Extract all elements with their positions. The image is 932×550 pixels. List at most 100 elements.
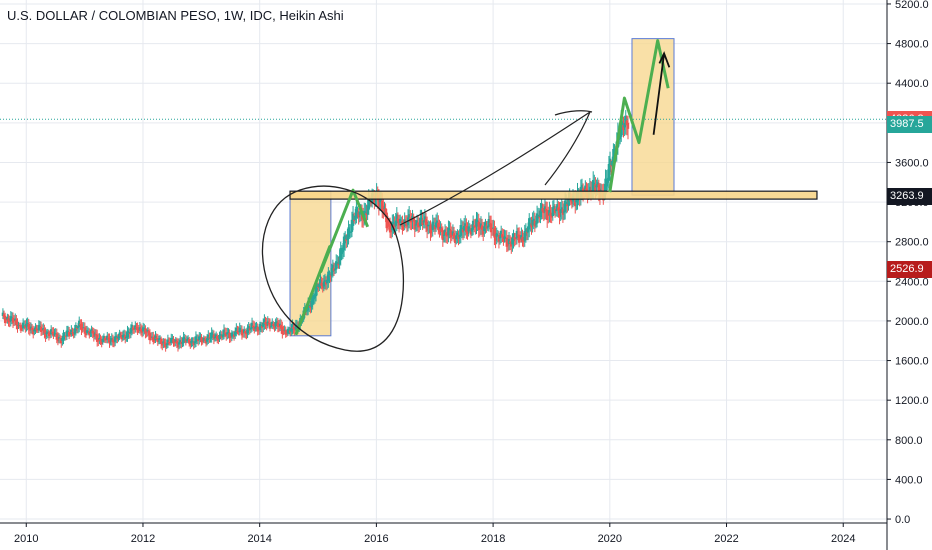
candle-body <box>393 224 396 228</box>
candle-body <box>609 165 613 167</box>
x-tick-label: 2014 <box>247 533 271 545</box>
candle-body <box>525 232 529 234</box>
candle-body <box>281 326 284 335</box>
candle-body <box>412 218 415 222</box>
price-tag-last: 3987.5 <box>887 116 932 134</box>
candle-body <box>608 158 612 173</box>
candle-body <box>312 297 315 300</box>
x-tick-label: 2018 <box>481 533 505 545</box>
candle-body <box>447 228 450 236</box>
candle-body <box>554 210 558 212</box>
y-tick-label: 400.0 <box>895 474 923 486</box>
candle-body <box>125 336 128 338</box>
candle-body <box>292 327 295 329</box>
candle-body <box>519 238 522 240</box>
candle-body <box>333 269 337 271</box>
candle-body <box>148 333 152 341</box>
candle-body <box>112 340 116 343</box>
candle-body <box>317 286 320 288</box>
x-tick-label: 2010 <box>14 533 38 545</box>
candle-body <box>232 334 236 337</box>
candle-body <box>159 338 163 344</box>
candle-body <box>407 214 411 222</box>
candle-body <box>137 329 140 331</box>
candle-body <box>109 340 112 342</box>
y-tick-label: 800.0 <box>895 435 923 447</box>
x-tick-label: 2020 <box>598 533 622 545</box>
y-tick-label: 3600.0 <box>895 157 929 169</box>
candle-body <box>136 327 139 333</box>
candle-body <box>44 331 47 338</box>
candle-body <box>424 219 428 225</box>
candle-body <box>181 342 184 344</box>
candle-body <box>620 120 623 137</box>
candle-body <box>611 161 614 166</box>
candle-body <box>482 227 485 235</box>
trend-zigzag-2015 <box>294 188 370 336</box>
candle-body <box>606 177 609 183</box>
candle-body <box>255 326 258 328</box>
candle-body <box>352 219 356 221</box>
candle-body <box>363 210 366 218</box>
candle-body <box>442 234 446 236</box>
y-tick-label: 4400.0 <box>895 78 929 90</box>
candle-body <box>27 323 30 330</box>
candle-body <box>276 322 280 328</box>
candle-body <box>369 202 373 204</box>
candle-body <box>339 247 342 261</box>
candle-body <box>455 235 458 240</box>
price-tag-support: 3263.9 <box>887 187 932 205</box>
candle-body <box>354 215 357 220</box>
candle-body <box>570 199 574 204</box>
y-tick-label: 2800.0 <box>895 237 929 249</box>
candle-body <box>460 227 464 231</box>
candle-body <box>253 326 256 332</box>
y-tick-label: 2000.0 <box>895 316 929 328</box>
candle-body <box>549 212 552 217</box>
x-tick-label: 2016 <box>364 533 388 545</box>
candle-body <box>514 238 517 240</box>
candle-body <box>258 324 262 330</box>
chart-title: U.S. DOLLAR / COLOMBIAN PESO, 1W, IDC, H… <box>7 8 344 23</box>
candle-body <box>430 229 433 231</box>
candle-body <box>626 122 630 129</box>
candle-body <box>392 222 395 227</box>
candle-body <box>161 341 164 346</box>
candle-body <box>20 328 24 330</box>
candle-body <box>329 275 332 277</box>
candle-body <box>201 339 204 342</box>
candle-body <box>69 334 72 336</box>
x-tick-label: 2022 <box>714 533 738 545</box>
candle-body <box>328 274 331 277</box>
candle-body <box>209 337 212 339</box>
candle-body <box>349 231 353 233</box>
candle-body <box>213 336 217 338</box>
candle-body <box>434 222 438 228</box>
candle-body <box>272 323 275 326</box>
candle-body <box>462 225 466 231</box>
candle-body <box>177 342 181 345</box>
candle-body <box>558 209 561 217</box>
candle-body <box>461 228 465 233</box>
candle-body <box>282 330 285 332</box>
candle-body <box>102 336 106 341</box>
candle-body <box>203 339 207 341</box>
candle-body <box>57 337 61 339</box>
support-zone-rect <box>289 190 818 200</box>
candle-body <box>5 319 8 321</box>
candle-body <box>588 186 592 194</box>
candle-body <box>269 325 273 327</box>
candle-body <box>534 223 538 225</box>
candle-body <box>39 326 43 332</box>
candle-body <box>251 325 255 327</box>
candle-body <box>486 226 489 228</box>
candle-body <box>196 339 200 342</box>
hand-drawn-circle <box>261 185 404 352</box>
candle-body <box>513 237 516 240</box>
candle-body <box>345 239 348 241</box>
candle-body <box>9 316 12 322</box>
y-tick-label: 4800.0 <box>895 39 929 51</box>
candle-body <box>128 332 131 334</box>
